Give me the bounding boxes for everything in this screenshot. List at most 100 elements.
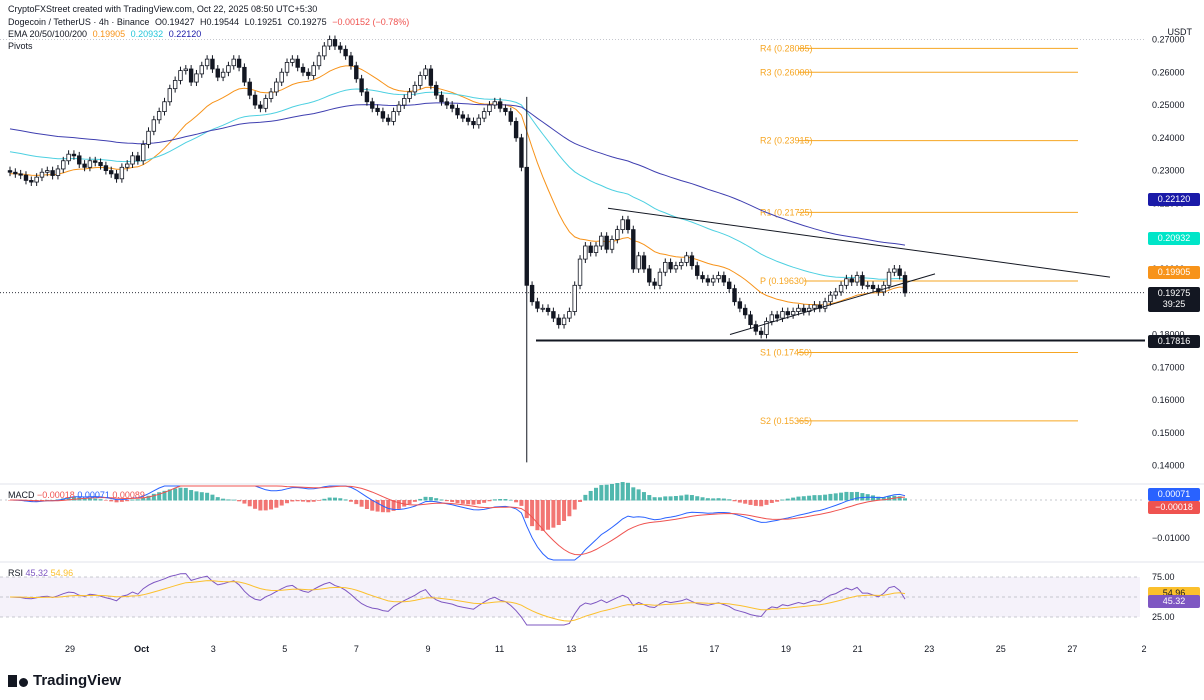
- countdown: 39:25: [1162, 298, 1186, 309]
- rsi-ma-value: 54.96: [50, 568, 74, 578]
- candle-body: [519, 137, 524, 168]
- candle-body: [508, 111, 513, 122]
- macd-histogram-bar: [887, 496, 892, 501]
- macd-histogram-bar: [620, 482, 625, 501]
- candle-body: [801, 307, 806, 312]
- candle-body: [673, 265, 679, 270]
- macd-histogram-bar: [881, 497, 886, 501]
- candle-body: [162, 101, 167, 112]
- dotted-reference-lines: [0, 39, 1145, 294]
- candle-body: [135, 155, 141, 162]
- pivot-lines: R4 (0.28085) R3 (0.26000) R2 (0.23915) R1 (…: [760, 43, 1078, 426]
- macd-histogram-bar: [274, 500, 279, 508]
- macd-histogram-bar: [508, 499, 513, 501]
- macd-histogram-bar: [540, 500, 545, 531]
- macd-histogram-bar: [412, 500, 417, 502]
- time-tick-label: 9: [425, 644, 430, 654]
- macd-histogram-bar: [578, 500, 583, 502]
- candle-body: [449, 104, 455, 109]
- pivots-legend[interactable]: Pivots: [8, 41, 33, 51]
- time-tick-label: 11: [495, 644, 504, 654]
- price-tick-label: 0.14000: [1152, 461, 1185, 471]
- price-tick-label: 0.24000: [1152, 133, 1185, 143]
- macd-histogram-bar: [135, 499, 140, 501]
- macd-histogram-bar: [386, 500, 391, 513]
- macd-histogram-bar: [769, 500, 774, 503]
- candle-body: [418, 75, 423, 86]
- candle-body: [540, 307, 545, 310]
- candle-body: [476, 117, 482, 126]
- macd-histogram-bar: [631, 487, 636, 501]
- candle-body: [354, 65, 359, 80]
- price-tag-value: 0.19275: [1157, 287, 1191, 298]
- candle-body: [849, 278, 854, 283]
- candle-body: [204, 58, 210, 67]
- candle-body: [284, 62, 290, 73]
- macd-histogram-bar: [721, 498, 726, 501]
- time-tick-label: 13: [566, 644, 576, 654]
- macd-histogram-bar: [572, 500, 577, 510]
- rsi-legend[interactable]: RSI 45.32 54.96: [8, 568, 74, 578]
- macd-histogram-bar: [226, 499, 231, 501]
- candle-body: [423, 68, 428, 76]
- candle-body: [338, 45, 343, 50]
- close-value: C0.19275: [287, 17, 327, 27]
- candle-body: [753, 324, 759, 332]
- macd-histogram-bar: [519, 500, 524, 506]
- time-tick-label: 29: [65, 644, 75, 654]
- macd-histogram-bar: [66, 497, 71, 501]
- candle-body: [151, 119, 157, 132]
- candle-body: [215, 68, 220, 78]
- candle-body: [71, 153, 77, 157]
- candle-body: [844, 278, 849, 286]
- macd-histogram-bar: [625, 482, 630, 501]
- candle-body: [428, 68, 434, 86]
- price-tag: 0.20932: [1148, 232, 1200, 246]
- macd-histogram-bar: [178, 487, 183, 501]
- time-tick-label: 5: [282, 644, 287, 654]
- candle-body: [615, 229, 620, 240]
- price-tick-label: 0.16000: [1152, 395, 1185, 405]
- rsi-tag: 45.32: [1148, 594, 1200, 608]
- candle-body: [471, 121, 476, 126]
- pivot-label: R3 (0.26000): [760, 67, 813, 77]
- macd-histogram-bar: [785, 498, 790, 501]
- ema-legend[interactable]: EMA 20/50/100/200 0.19905 0.20932 0.2212…: [8, 29, 204, 40]
- candle-body: [263, 98, 268, 109]
- tradingview-logo[interactable]: TradingView: [8, 672, 121, 689]
- time-tick-label: Oct: [134, 644, 149, 654]
- candle-body: [274, 81, 279, 93]
- macd-histogram-bar: [189, 490, 194, 501]
- candle-body: [402, 98, 407, 106]
- candle-body: [641, 255, 647, 270]
- candle-body: [652, 281, 657, 286]
- macd-histogram-bar: [764, 500, 769, 505]
- candle-body: [838, 284, 844, 293]
- time-tick-label: 7: [354, 644, 359, 654]
- macd-histogram-bar: [167, 489, 172, 501]
- candle-body: [359, 78, 364, 93]
- macd-histogram-bar: [482, 500, 487, 503]
- symbol-name[interactable]: Dogecoin / TetherUS · 4h · Binance: [8, 17, 150, 27]
- candle-body: [82, 163, 87, 168]
- macd-histogram-bar: [641, 492, 646, 501]
- macd-histogram-bar: [402, 500, 407, 507]
- candle-body: [247, 81, 252, 96]
- candle-body: [348, 55, 354, 67]
- macd-histogram-bar: [897, 496, 902, 501]
- macd-histogram-bar: [711, 498, 716, 501]
- macd-histogram-bar: [450, 500, 455, 503]
- macd-histogram-bar: [636, 489, 641, 501]
- macd-histogram-bar: [279, 500, 284, 506]
- candle-body: [625, 219, 631, 230]
- candle-body: [545, 307, 551, 312]
- macd-histogram-bar: [199, 492, 204, 501]
- macd-histogram-bar: [141, 497, 146, 501]
- macd-legend[interactable]: MACD −0.00018 0.00071 0.00089: [8, 490, 145, 500]
- candle-body: [774, 314, 780, 319]
- macd-histogram-bar: [775, 500, 780, 502]
- macd-histogram-bar: [514, 500, 519, 503]
- candle-body: [109, 170, 114, 175]
- candle-body: [311, 65, 316, 76]
- macd-histogram-bar: [668, 496, 673, 501]
